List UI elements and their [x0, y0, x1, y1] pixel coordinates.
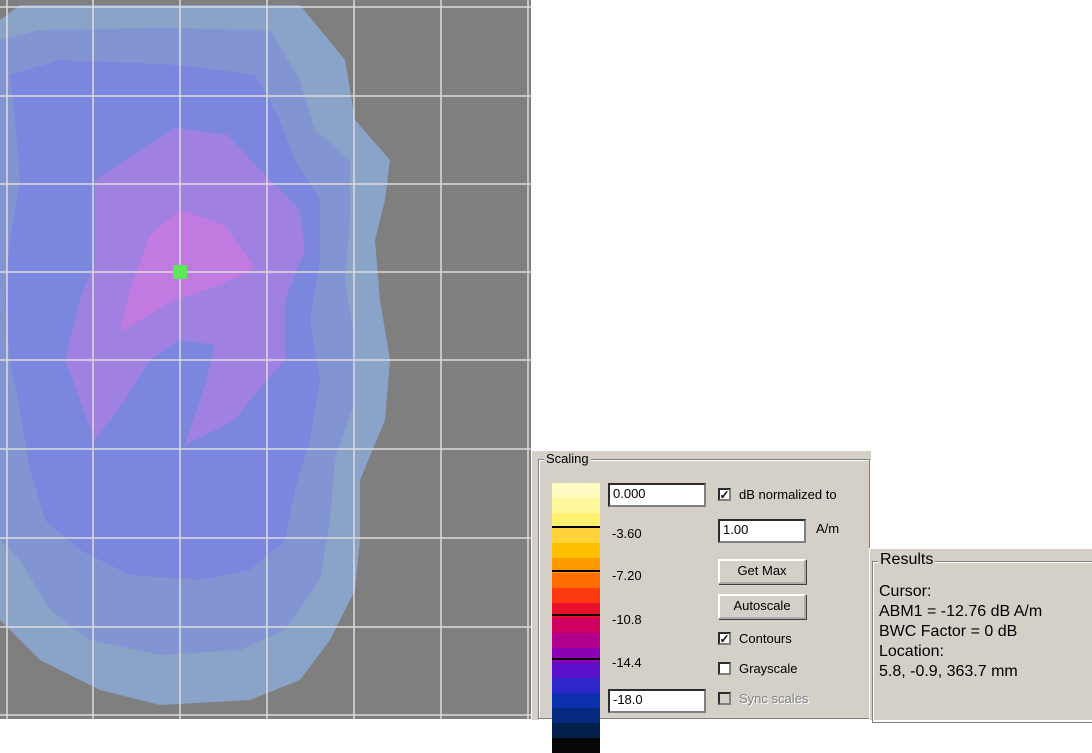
results-panel: Results Cursor: ABM1 = -12.76 dB A/m BWC… — [869, 548, 1092, 723]
get-max-button[interactable]: Get Max — [718, 559, 806, 584]
colorbar-swatch — [552, 573, 600, 588]
checkbox-box[interactable]: ✓ — [718, 487, 731, 502]
min-value-field[interactable]: -18.0 — [608, 689, 706, 713]
colorbar-swatch — [552, 618, 600, 633]
colorbar-swatch — [552, 558, 600, 573]
grayscale-label: Grayscale — [739, 661, 798, 676]
grayscale-checkbox[interactable]: Grayscale — [718, 661, 798, 676]
tick-mark — [552, 614, 600, 616]
value-line: ABM1 = -12.76 dB A/m — [879, 603, 1043, 620]
colorbar-swatch — [552, 723, 600, 738]
colorbar-swatch — [552, 708, 600, 723]
colorbar-swatch — [552, 588, 600, 603]
db-normalized-label: dB normalized to — [739, 487, 837, 502]
colorbar-swatch — [552, 513, 600, 528]
db-normalized-checkbox[interactable]: ✓ dB normalized to — [718, 487, 837, 502]
sync-scales-label: Sync scales — [739, 691, 809, 706]
results-title: Results — [878, 551, 936, 569]
scaling-panel: Scaling 0.000 -3.60 -7.20 -10.8 -14.4 -1… — [531, 450, 871, 753]
tick-label: -10.8 — [612, 612, 642, 627]
colorbar-swatch — [552, 678, 600, 693]
tick-mark — [552, 658, 600, 660]
location-value: 5.8, -0.9, 363.7 mm — [879, 663, 1018, 680]
colorbar-swatch — [552, 498, 600, 513]
contour-map[interactable] — [0, 0, 531, 719]
contour-level-5 — [120, 210, 255, 332]
sync-scales-checkbox[interactable]: Sync scales — [718, 691, 808, 706]
colorbar-swatch — [552, 663, 600, 678]
normalize-value-field[interactable]: 1.00 — [718, 519, 806, 543]
scaling-title: Scaling — [544, 451, 591, 466]
max-value-field[interactable]: 0.000 — [608, 483, 706, 507]
colorbar-swatch — [552, 528, 600, 543]
tick-label: -14.4 — [612, 655, 642, 670]
tick-mark — [552, 570, 600, 572]
colorbar-swatch — [552, 543, 600, 558]
cursor-label: Cursor: — [879, 583, 932, 600]
colorbar-swatch — [552, 693, 600, 708]
colorbar — [552, 483, 600, 753]
tick-label: -7.20 — [612, 568, 642, 583]
max-location-marker — [173, 265, 187, 279]
contours-checkbox[interactable]: ✓ Contours — [718, 631, 792, 646]
colorbar-swatch — [552, 648, 600, 663]
plot-grid — [0, 0, 531, 719]
checkbox-box[interactable] — [718, 662, 731, 675]
bwc-line: BWC Factor = 0 dB — [879, 623, 1018, 640]
tick-mark — [552, 526, 600, 528]
autoscale-button[interactable]: Autoscale — [718, 594, 806, 619]
location-label: Location: — [879, 643, 944, 660]
colorbar-swatch — [552, 483, 600, 498]
colorbar-swatch — [552, 738, 600, 753]
tick-label: -3.60 — [612, 526, 642, 541]
normalize-unit-label: A/m — [816, 521, 840, 536]
field-plot[interactable] — [0, 0, 531, 719]
checkbox-box[interactable] — [718, 692, 731, 705]
contours-label: Contours — [739, 631, 792, 646]
checkbox-box[interactable]: ✓ — [718, 631, 731, 646]
colorbar-swatch — [552, 633, 600, 648]
